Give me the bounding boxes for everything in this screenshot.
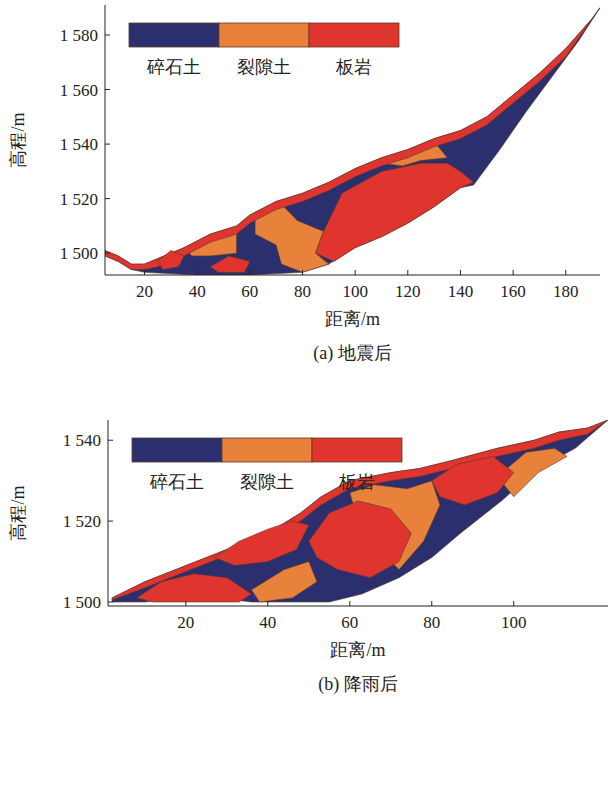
x-tick (185, 601, 186, 606)
legend-label: 碎石土 (146, 57, 201, 77)
x-tick-label: 120 (395, 282, 421, 301)
x-tick-label: 140 (448, 282, 474, 301)
y-axis (108, 420, 109, 606)
legend: 碎石土 裂隙土 板岩 (132, 438, 402, 492)
x-tick (349, 601, 350, 606)
marks (112, 420, 608, 602)
x-tick-label: 20 (177, 613, 194, 632)
region (105, 8, 600, 270)
panel-title: (b) 降雨后 (318, 674, 398, 695)
region (112, 420, 608, 602)
legend-swatch (132, 438, 222, 462)
y-tick-label: 1 520 (60, 190, 98, 209)
x-tick (513, 601, 514, 606)
y-tick (105, 89, 110, 90)
x-tick (565, 270, 566, 275)
y-tick (105, 253, 110, 254)
x-axis (108, 606, 608, 607)
x-tick-label: 40 (189, 282, 206, 301)
x-axis-title: 距离/m (325, 309, 380, 329)
legend-label: 板岩 (338, 472, 375, 492)
y-axis (105, 5, 106, 275)
panel-title: (a) 地震后 (313, 343, 391, 364)
legend-swatch (129, 23, 219, 47)
x-tick-label: 80 (294, 282, 311, 301)
x-tick-label: 180 (553, 282, 579, 301)
legend-label: 板岩 (335, 57, 372, 77)
x-tick (513, 270, 514, 275)
region (112, 420, 608, 600)
x-tick-label: 60 (241, 282, 258, 301)
y-tick (108, 440, 113, 441)
legend-label: 碎石土 (149, 472, 204, 492)
panel: 20 40 60 80 100 1 500 1 520 1 540 距离/m 高程/m (b) 降雨… (8, 420, 608, 695)
x-tick (355, 270, 356, 275)
x-tick (407, 270, 408, 275)
y-tick (105, 198, 110, 199)
marks (105, 8, 600, 275)
y-tick (108, 521, 113, 522)
legend-swatch (312, 438, 402, 462)
x-tick-label: 60 (341, 613, 358, 632)
x-tick (249, 270, 250, 275)
x-tick (431, 601, 432, 606)
x-axis-title: 距离/m (330, 640, 385, 660)
legend-label: 裂隙土 (240, 472, 294, 492)
region (105, 8, 600, 275)
y-tick-label: 1 580 (60, 26, 98, 45)
region (251, 562, 317, 603)
y-axis-title: 高程/m (8, 112, 28, 167)
legend-swatch (219, 23, 309, 47)
legend-label: 裂隙土 (237, 57, 291, 77)
region (316, 163, 474, 261)
region (309, 501, 412, 578)
x-axis (105, 275, 600, 276)
x-tick-label: 160 (500, 282, 526, 301)
x-tick (144, 270, 145, 275)
y-tick-label: 1 500 (60, 244, 98, 263)
x-tick-label: 20 (136, 282, 153, 301)
y-tick-label: 1 540 (60, 135, 98, 154)
x-tick (460, 270, 461, 275)
y-tick (105, 35, 110, 36)
legend-swatch (309, 23, 399, 47)
y-tick (108, 601, 113, 602)
region (215, 521, 309, 566)
x-tick-label: 40 (259, 613, 276, 632)
panel: 20 40 60 80 100 120 140 160 180 1 500 1 520 1 540 1 … (8, 5, 600, 364)
y-tick (105, 144, 110, 145)
y-tick-label: 1 540 (63, 431, 101, 450)
region (137, 574, 252, 602)
x-tick-label: 80 (423, 613, 440, 632)
y-tick-label: 1 520 (63, 512, 101, 531)
legend-swatch (222, 438, 312, 462)
x-tick (302, 270, 303, 275)
region (158, 251, 184, 270)
region (432, 456, 514, 505)
x-tick (197, 270, 198, 275)
region (210, 256, 250, 272)
y-axis-title: 高程/m (8, 485, 28, 540)
x-tick (267, 601, 268, 606)
x-tick-label: 100 (342, 282, 368, 301)
y-tick-label: 1 560 (60, 81, 98, 100)
x-tick-label: 100 (501, 613, 527, 632)
legend: 碎石土 裂隙土 板岩 (129, 23, 399, 77)
y-tick-label: 1 500 (63, 593, 101, 612)
figure: 20 40 60 80 100 120 140 160 180 1 500 1 520 1 540 1 … (0, 0, 614, 800)
